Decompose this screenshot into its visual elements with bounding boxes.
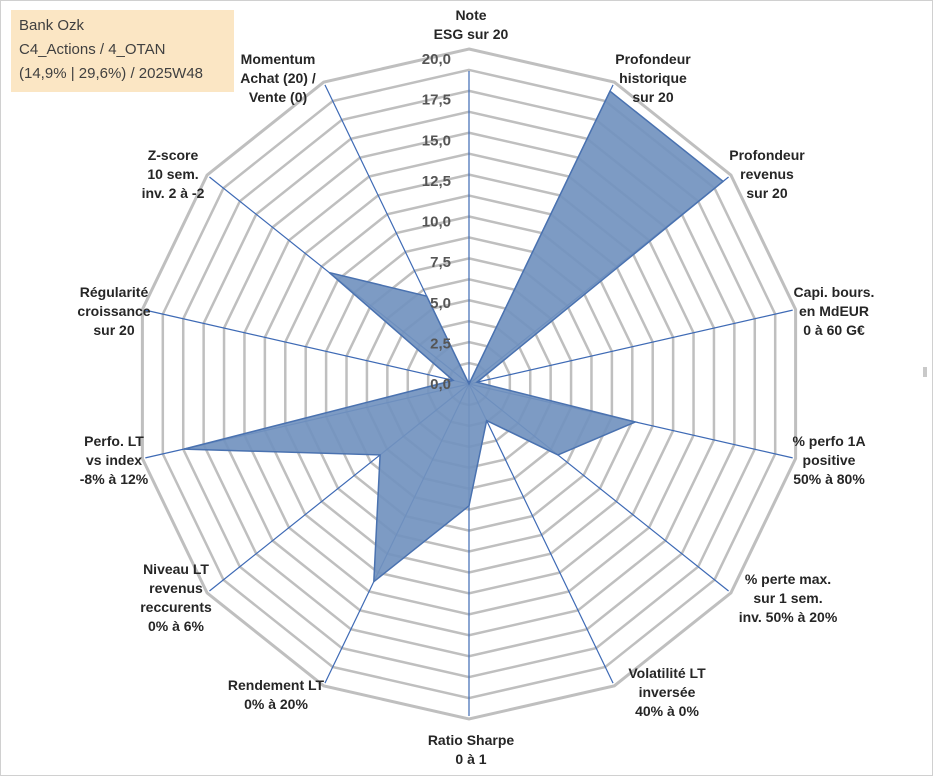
radial-tick-label: 2,5 <box>430 335 451 352</box>
axis-category-label: historique <box>619 70 687 86</box>
axis-category-label: sur 20 <box>632 89 673 105</box>
axis-category-label: positive <box>803 452 856 468</box>
axis-category-label: Ratio Sharpe <box>428 732 515 748</box>
axis-category-label: Rendement LT <box>228 677 325 693</box>
axis-category-label: 40% à 0% <box>635 703 699 719</box>
axis-category-label: Capi. bours. <box>794 284 875 300</box>
axis-category-label: Achat (20) / <box>240 70 316 86</box>
axis-category-label: Niveau LT <box>143 561 209 577</box>
axis-category-label: sur 20 <box>746 185 787 201</box>
axis-category-label: revenus <box>740 166 794 182</box>
axis-category-label: Perfo. LT <box>84 433 144 449</box>
axis-category-label: ESG sur 20 <box>434 26 509 42</box>
axis-category-label: 0 à 1 <box>455 751 486 767</box>
axis-category-label: en MdEUR <box>799 303 869 319</box>
info-box: Bank Ozk C4_Actions / 4_OTAN (14,9% | 29… <box>11 10 234 92</box>
axis-category-label: 0 à 60 G€ <box>803 322 865 338</box>
info-stats: (14,9% | 29,6%) / 2025W48 <box>19 65 203 82</box>
radial-tick-label: 0,0 <box>430 376 451 393</box>
axis-category-label: Z-score <box>148 147 199 163</box>
radial-tick-label: 15,0 <box>422 132 451 149</box>
grid-ring <box>140 47 798 721</box>
axis-spoke <box>145 309 470 385</box>
axis-category-label: croissance <box>77 303 150 319</box>
axis-category-label: -8% à 12% <box>80 471 149 487</box>
data-series-area <box>183 90 725 584</box>
info-category: C4_Actions / 4_OTAN <box>19 41 166 58</box>
axis-category-label: 0% à 20% <box>244 696 308 712</box>
axis-category-label: inversée <box>639 684 696 700</box>
radial-tick-label: 12,5 <box>422 173 451 190</box>
info-company: Bank Ozk <box>19 17 85 34</box>
axis-category-label: inv. 2 à -2 <box>142 185 205 201</box>
axis-category-label: % perte max. <box>745 571 831 587</box>
axis-category-label: inv. 50% à 20% <box>739 609 838 625</box>
axis-category-label: reccurents <box>140 599 212 615</box>
axis-category-label: Note <box>455 7 486 23</box>
radial-tick-label: 7,5 <box>430 254 451 271</box>
radial-tick-label: 17,5 <box>422 92 451 109</box>
axis-category-label: 10 sem. <box>147 166 198 182</box>
axis-category-label: Momentum <box>241 51 316 67</box>
axis-category-label: Volatilité LT <box>628 665 706 681</box>
radial-tick-label: 20,0 <box>422 51 451 68</box>
axis-spoke <box>468 309 793 385</box>
axis-category-label: vs index <box>86 452 142 468</box>
scrollbar-thumb[interactable] <box>923 367 927 377</box>
axis-category-label: sur 1 sem. <box>753 590 822 606</box>
radial-tick-label: 10,0 <box>422 214 451 231</box>
axis-category-label: revenus <box>149 580 203 596</box>
axis-category-label: Profondeur <box>615 51 691 67</box>
axis-category-label: % perfo 1A <box>792 433 865 449</box>
axis-category-label: Vente (0) <box>249 89 307 105</box>
axis-spoke <box>468 383 614 684</box>
axis-category-label: sur 20 <box>93 322 134 338</box>
axis-category-label: 0% à 6% <box>148 618 205 634</box>
radial-tick-label: 5,0 <box>430 295 451 312</box>
axis-category-label: 50% à 80% <box>793 471 865 487</box>
axis-category-label: Régularité <box>80 284 149 300</box>
axis-category-label: Profondeur <box>729 147 805 163</box>
